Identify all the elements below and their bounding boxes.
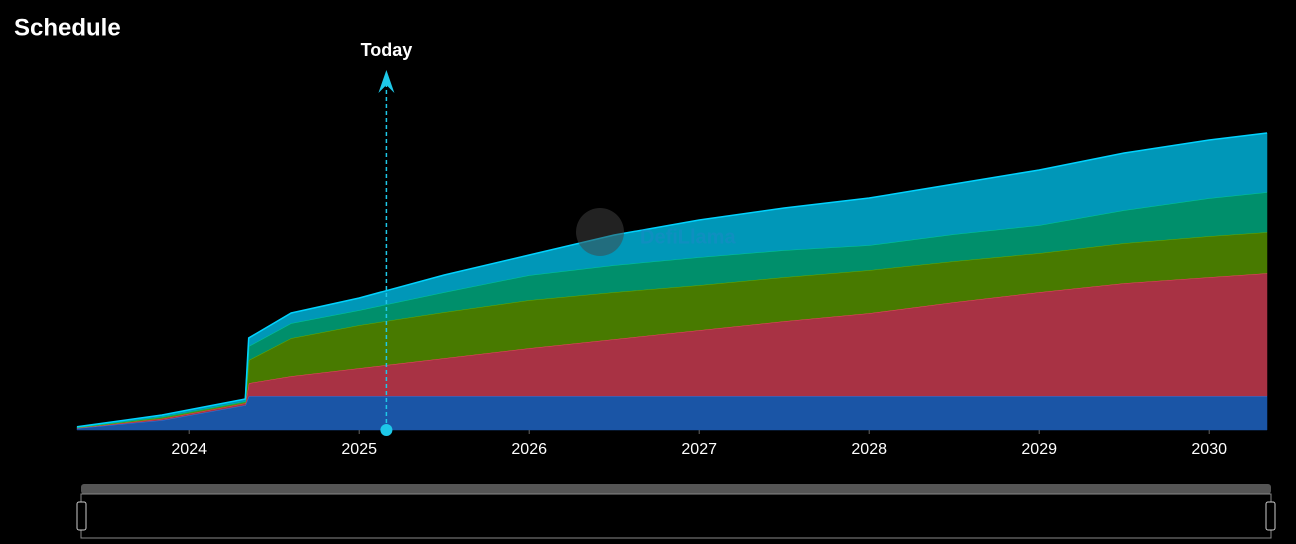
slider-window	[80, 493, 1272, 539]
x-tick-label: 2030	[1191, 441, 1227, 458]
x-tick-label: 2026	[511, 441, 547, 458]
x-tick-label: 2027	[681, 441, 717, 458]
x-tick-label: 2029	[1021, 441, 1057, 458]
chart-title: Schedule	[14, 14, 121, 41]
slider-handle[interactable]	[1265, 501, 1276, 531]
x-tick-label: 2028	[851, 441, 887, 458]
slider-handle[interactable]	[76, 501, 87, 531]
slider-bar[interactable]	[81, 484, 1271, 494]
zoom-slider[interactable]	[76, 484, 1276, 539]
watermark-logo	[576, 208, 624, 256]
watermark: DefiLlama	[640, 226, 736, 248]
area	[76, 395, 1268, 431]
today-dot	[380, 424, 393, 436]
x-tick-label: 2024	[171, 441, 207, 458]
x-tick-label: 2025	[341, 441, 377, 458]
today-arrow	[378, 70, 395, 93]
today-label: Today	[361, 40, 413, 60]
